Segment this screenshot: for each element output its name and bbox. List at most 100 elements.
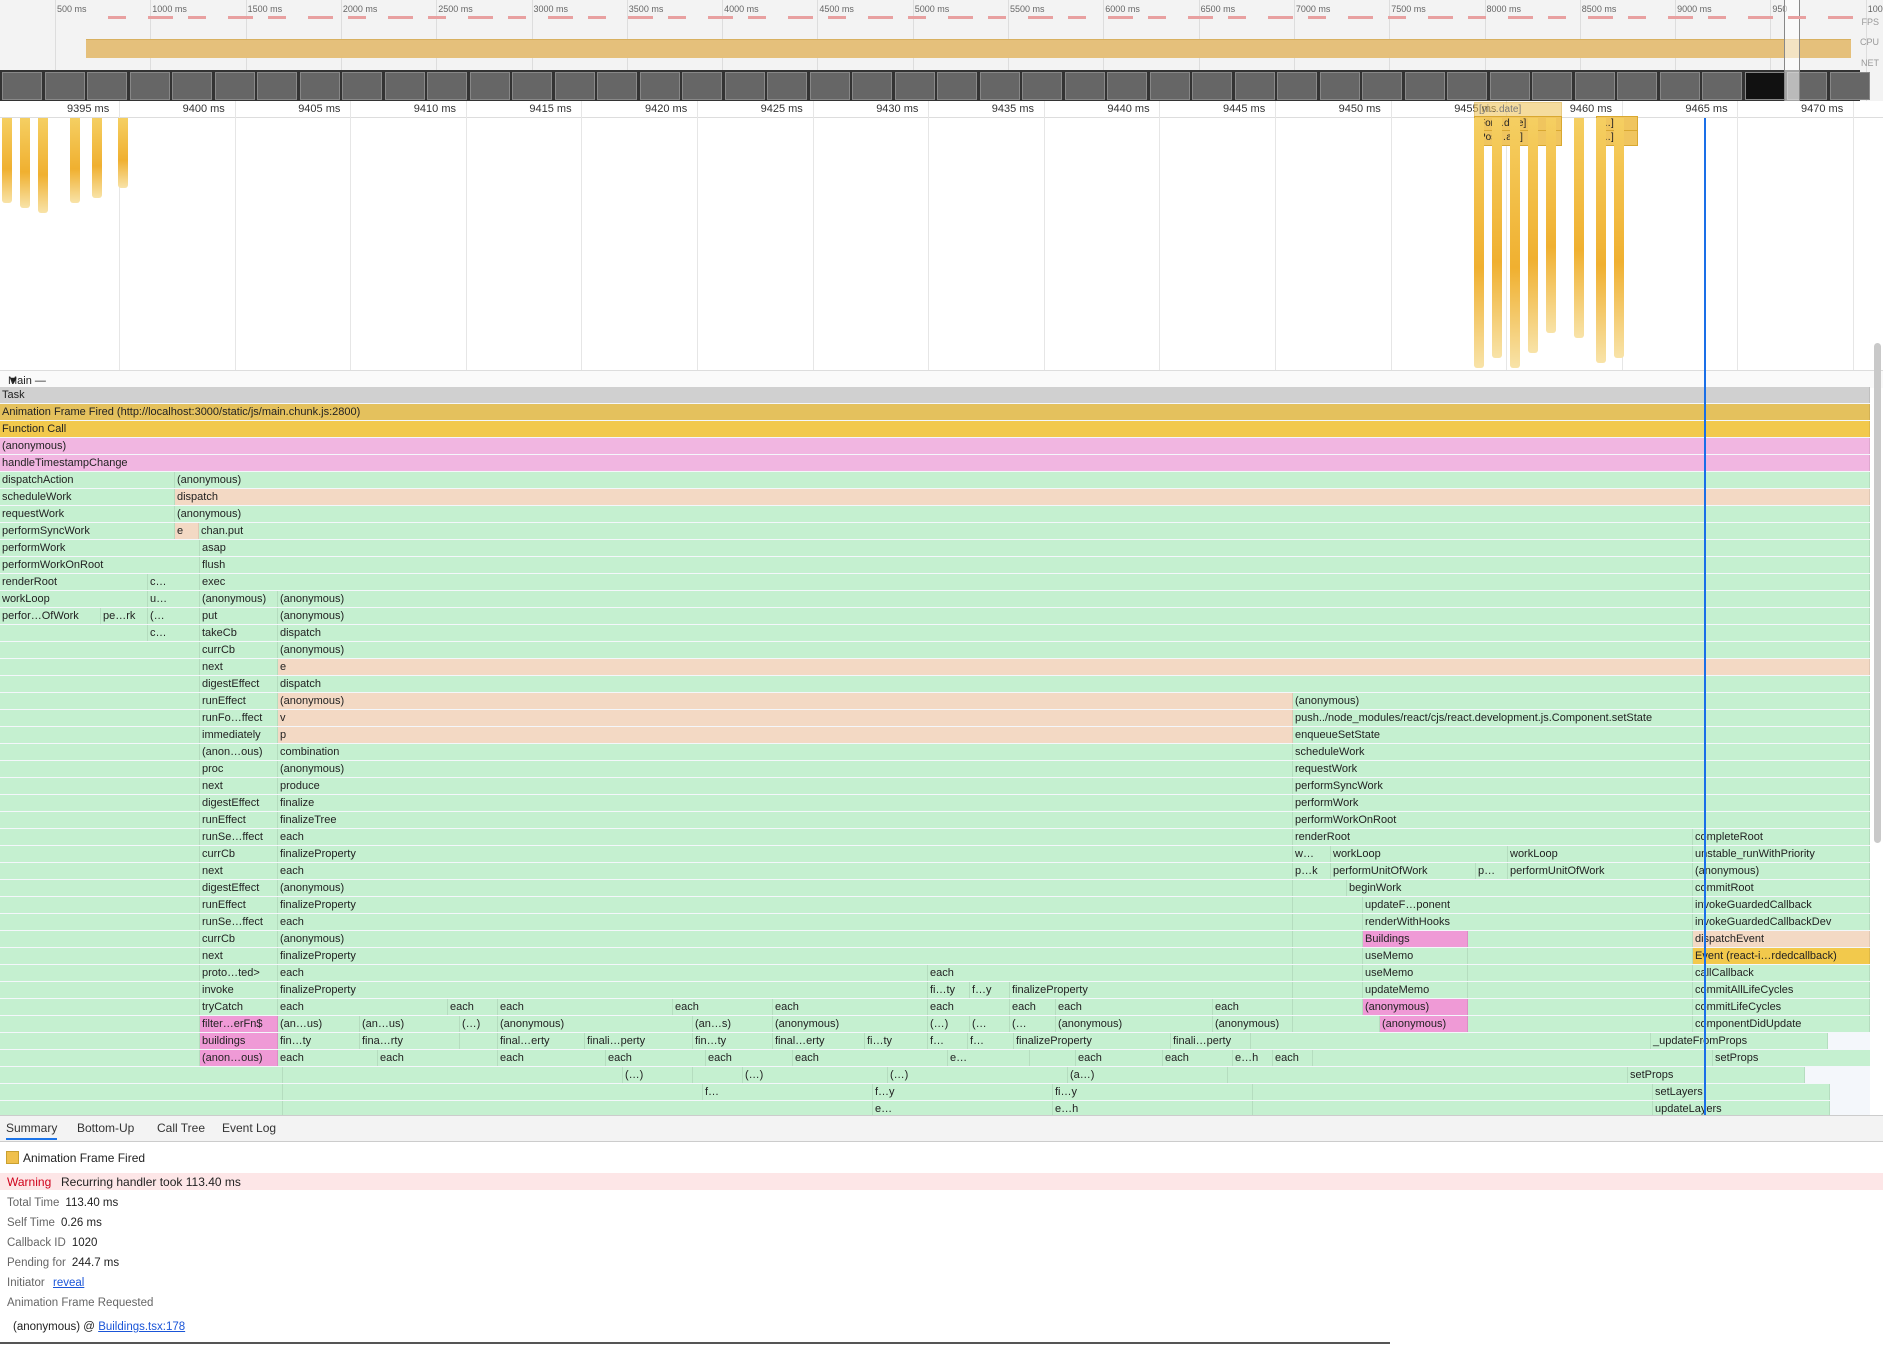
flame-entry[interactable]: proto…ted> bbox=[200, 965, 278, 981]
flame-entry[interactable]: scheduleWork bbox=[1293, 744, 1870, 760]
flame-entry[interactable]: finalizeProperty bbox=[1010, 982, 1293, 998]
flame-entry[interactable]: digestEffect bbox=[200, 795, 278, 811]
flame-entry[interactable]: setProps bbox=[1713, 1050, 1870, 1066]
flame-entry[interactable]: final…erty bbox=[773, 1033, 865, 1049]
flame-entry[interactable] bbox=[283, 1067, 623, 1083]
flame-entry[interactable]: unstable_runWithPriority bbox=[1693, 846, 1870, 862]
flame-entry[interactable]: next bbox=[200, 778, 278, 794]
flame-entry[interactable]: invokeGuardedCallback bbox=[1693, 897, 1870, 913]
screenshot-thumbnail[interactable] bbox=[342, 72, 382, 100]
flame-entry[interactable]: componentDidUpdate bbox=[1693, 1016, 1870, 1032]
flame-entry[interactable]: e…h bbox=[1053, 1101, 1253, 1115]
screenshot-thumbnail[interactable] bbox=[469, 72, 510, 100]
flame-entry[interactable]: f… bbox=[928, 1033, 968, 1049]
flame-entry[interactable] bbox=[1293, 880, 1347, 896]
flame-entry[interactable]: (anonymous) bbox=[278, 880, 1293, 896]
flame-entry[interactable]: fina…rty bbox=[360, 1033, 460, 1049]
flame-entry[interactable] bbox=[1293, 999, 1363, 1015]
screenshot-thumbnail[interactable] bbox=[894, 72, 935, 100]
flame-entry[interactable]: each bbox=[498, 999, 673, 1015]
flame-spike[interactable] bbox=[38, 118, 48, 213]
flame-entry[interactable] bbox=[1293, 897, 1363, 913]
flame-entry[interactable] bbox=[1468, 1016, 1693, 1032]
flame-entry[interactable]: runEffect bbox=[200, 693, 278, 709]
flame-entry[interactable]: Buildings bbox=[1363, 931, 1468, 947]
flame-entry[interactable]: each bbox=[1076, 1050, 1163, 1066]
flame-spike[interactable] bbox=[1596, 118, 1606, 363]
flame-entry[interactable]: (… bbox=[1010, 1016, 1056, 1032]
flame-entry[interactable]: (…) bbox=[460, 1016, 498, 1032]
flame-spike[interactable] bbox=[92, 118, 102, 198]
flame-entry[interactable]: proc bbox=[200, 761, 278, 777]
flame-entry[interactable]: (… bbox=[148, 608, 200, 624]
flame-entry[interactable] bbox=[1293, 948, 1363, 964]
screenshot-thumbnail[interactable] bbox=[44, 72, 85, 100]
flame-entry[interactable]: commitLifeCycles bbox=[1693, 999, 1870, 1015]
tab-call-tree[interactable]: Call Tree bbox=[157, 1121, 206, 1135]
flame-entry[interactable]: setLayers bbox=[1653, 1084, 1830, 1100]
flame-entry[interactable]: each bbox=[498, 1050, 606, 1066]
flame-entry[interactable]: combination bbox=[278, 744, 1293, 760]
flame-entry[interactable] bbox=[0, 982, 200, 998]
screenshot-thumbnail[interactable] bbox=[767, 72, 807, 100]
flame-entry[interactable]: Task bbox=[0, 387, 1870, 403]
flame-entry[interactable] bbox=[0, 1101, 283, 1115]
flame-entry[interactable]: (anonymous) bbox=[278, 642, 1870, 658]
vertical-scrollbar[interactable] bbox=[1874, 343, 1881, 843]
flame-entry[interactable] bbox=[1293, 1016, 1380, 1032]
flame-entry[interactable]: setProps bbox=[1628, 1067, 1805, 1083]
flame-spike[interactable] bbox=[1574, 118, 1584, 338]
flame-entry[interactable]: finalizeProperty bbox=[278, 948, 1293, 964]
screenshot-thumbnail[interactable] bbox=[554, 72, 595, 100]
flame-entry[interactable] bbox=[0, 897, 200, 913]
screenshot-thumbnail[interactable] bbox=[512, 72, 552, 100]
screenshot-thumbnail[interactable] bbox=[724, 72, 765, 100]
screenshot-thumbnail[interactable] bbox=[1532, 72, 1572, 100]
flame-entry[interactable]: immediately bbox=[200, 727, 278, 743]
flame-entry[interactable]: next bbox=[200, 659, 278, 675]
flame-entry[interactable]: (…) bbox=[928, 1016, 970, 1032]
flame-entry[interactable]: runSe…ffect bbox=[200, 914, 278, 930]
flame-entry[interactable]: updateMemo bbox=[1363, 982, 1468, 998]
flame-entry[interactable]: (anonymous) bbox=[278, 608, 1870, 624]
screenshot-thumbnail[interactable] bbox=[1447, 72, 1487, 100]
flame-entry[interactable]: w… bbox=[1293, 846, 1331, 862]
flame-entry[interactable]: updateLayers bbox=[1653, 1101, 1830, 1115]
flame-entry[interactable] bbox=[0, 659, 200, 675]
flame-entry[interactable]: dispatchEvent bbox=[1693, 931, 1870, 947]
flame-entry[interactable]: finalize bbox=[278, 795, 1293, 811]
flame-entry[interactable]: runSe…ffect bbox=[200, 829, 278, 845]
flame-entry[interactable]: runFo…ffect bbox=[200, 710, 278, 726]
flame-entry[interactable]: performWorkOnRoot bbox=[0, 557, 200, 573]
flame-entry[interactable] bbox=[0, 863, 200, 879]
flame-spike[interactable] bbox=[70, 118, 80, 203]
flame-entry[interactable]: Function Call bbox=[0, 421, 1870, 437]
flame-entry[interactable]: p…k bbox=[1293, 863, 1331, 879]
flame-entry[interactable]: (anonymous) bbox=[175, 472, 1870, 488]
tab-bottom-up[interactable]: Bottom-Up bbox=[77, 1121, 135, 1135]
flame-entry[interactable]: each bbox=[1010, 999, 1056, 1015]
flame-entry[interactable]: performWorkOnRoot bbox=[1293, 812, 1870, 828]
flame-entry[interactable] bbox=[1228, 1067, 1628, 1083]
screenshot-thumbnail[interactable] bbox=[1489, 72, 1530, 100]
flame-chart-top[interactable]: [yi…date] For…date] Pos…ate] …] …] bbox=[0, 102, 1883, 368]
flame-entry[interactable]: runEffect bbox=[200, 897, 278, 913]
flame-entry[interactable] bbox=[1468, 931, 1693, 947]
flame-entry[interactable]: handleTimestampChange bbox=[0, 455, 1870, 471]
flame-entry[interactable]: (anonymous) bbox=[1693, 863, 1870, 879]
flame-entry[interactable]: finalizeTree bbox=[278, 812, 1293, 828]
flame-entry[interactable] bbox=[283, 1101, 873, 1115]
screenshot-thumbnail[interactable] bbox=[1574, 72, 1615, 100]
flame-entry[interactable]: each bbox=[1163, 1050, 1233, 1066]
flame-entry[interactable]: completeRoot bbox=[1693, 829, 1870, 845]
flame-entry[interactable] bbox=[1468, 965, 1693, 981]
screenshot-thumbnail[interactable] bbox=[129, 72, 170, 100]
expand-triangle-icon[interactable]: ▼ bbox=[8, 375, 19, 387]
flame-entry[interactable]: fi…y bbox=[1053, 1084, 1253, 1100]
screenshot-thumbnail[interactable] bbox=[1702, 72, 1742, 100]
flame-entry[interactable] bbox=[1293, 931, 1363, 947]
flame-entry[interactable]: p bbox=[278, 727, 1293, 743]
tab-summary[interactable]: Summary bbox=[6, 1121, 58, 1140]
flame-entry[interactable]: each bbox=[278, 863, 1293, 879]
flame-entry[interactable]: put bbox=[200, 608, 278, 624]
